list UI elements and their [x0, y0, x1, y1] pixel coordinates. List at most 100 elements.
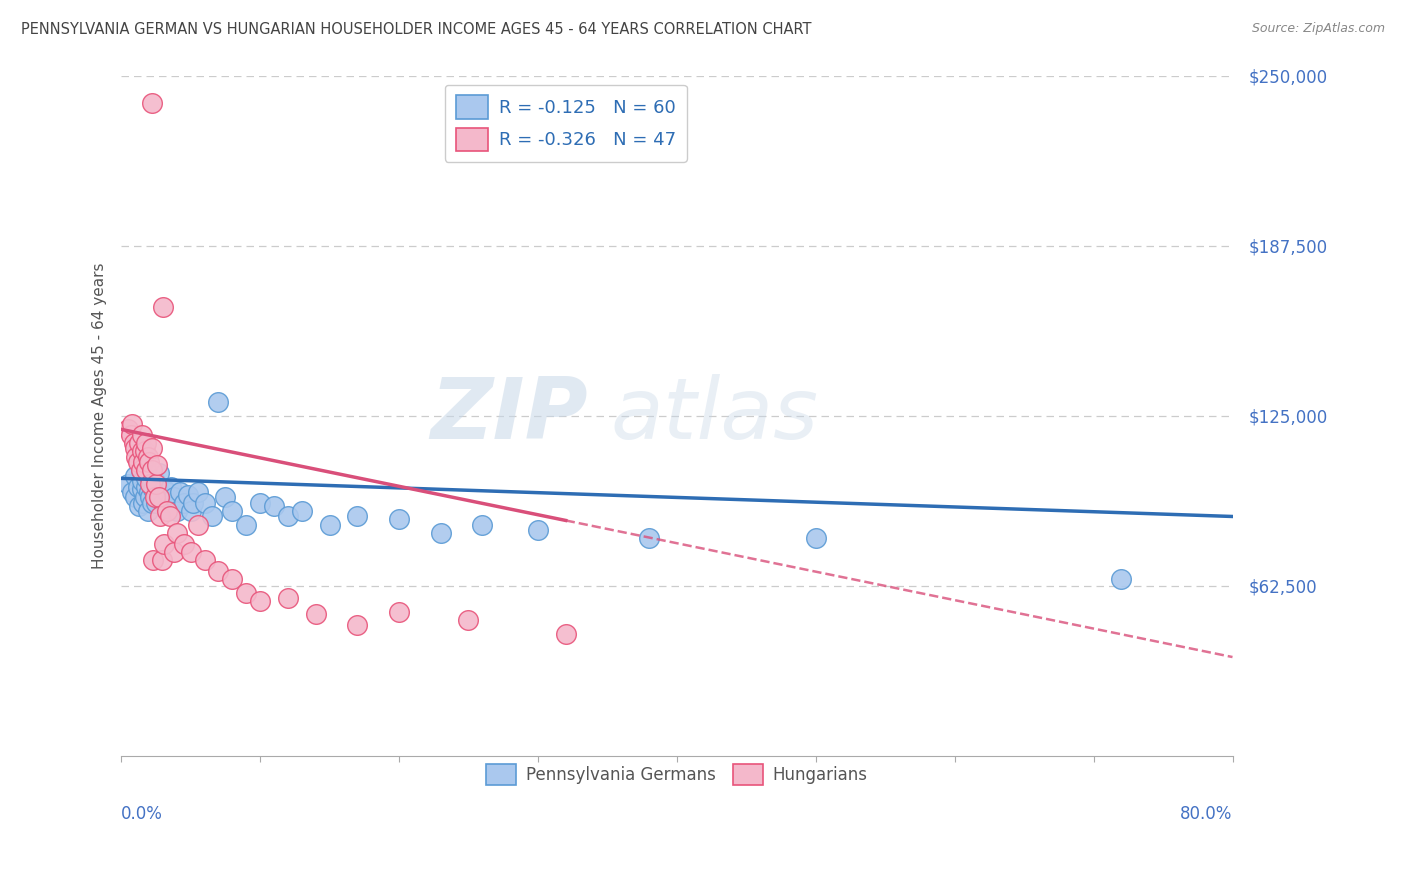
Point — [120, 427, 142, 442]
Point — [141, 463, 163, 477]
Point — [121, 485, 143, 500]
Point — [131, 427, 153, 442]
Point — [1111, 572, 1133, 586]
Point — [291, 504, 314, 518]
Point — [318, 517, 340, 532]
Point — [139, 476, 162, 491]
Point — [135, 479, 157, 493]
Point — [141, 496, 163, 510]
Point — [145, 476, 167, 491]
Point — [129, 463, 152, 477]
Point — [132, 458, 155, 472]
Point — [138, 455, 160, 469]
Point — [142, 553, 165, 567]
Point — [804, 531, 827, 545]
Point — [134, 444, 156, 458]
Text: 80.0%: 80.0% — [1180, 805, 1233, 823]
Point — [143, 474, 166, 488]
Point — [346, 509, 368, 524]
Point — [153, 483, 176, 497]
Text: 0.0%: 0.0% — [121, 805, 163, 823]
Text: atlas: atlas — [610, 375, 818, 458]
Point — [249, 496, 271, 510]
Point — [132, 496, 155, 510]
Point — [305, 607, 328, 622]
Point — [180, 504, 202, 518]
Point — [169, 485, 191, 500]
Point — [132, 455, 155, 469]
Point — [156, 485, 179, 500]
Point — [128, 436, 150, 450]
Point — [138, 485, 160, 500]
Point — [141, 95, 163, 110]
Point — [135, 471, 157, 485]
Point — [173, 537, 195, 551]
Point — [207, 564, 229, 578]
Point — [128, 499, 150, 513]
Point — [152, 300, 174, 314]
Point — [159, 496, 181, 510]
Point — [124, 468, 146, 483]
Legend: Pennsylvania Germans, Hungarians: Pennsylvania Germans, Hungarians — [479, 757, 875, 792]
Point — [153, 537, 176, 551]
Point — [388, 512, 411, 526]
Point — [527, 523, 550, 537]
Point — [388, 605, 411, 619]
Point — [163, 545, 186, 559]
Point — [187, 485, 209, 500]
Point — [136, 450, 159, 464]
Point — [145, 485, 167, 500]
Point — [142, 483, 165, 497]
Point — [122, 436, 145, 450]
Point — [221, 572, 243, 586]
Point — [152, 496, 174, 510]
Point — [149, 509, 172, 524]
Point — [141, 442, 163, 456]
Point — [471, 517, 494, 532]
Point — [166, 525, 188, 540]
Point — [200, 509, 222, 524]
Point — [131, 444, 153, 458]
Text: PENNSYLVANIA GERMAN VS HUNGARIAN HOUSEHOLDER INCOME AGES 45 - 64 YEARS CORRELATI: PENNSYLVANIA GERMAN VS HUNGARIAN HOUSEHO… — [21, 22, 811, 37]
Point — [180, 545, 202, 559]
Point — [129, 463, 152, 477]
Point — [214, 491, 236, 505]
Point — [131, 474, 153, 488]
Point — [638, 531, 661, 545]
Point — [221, 504, 243, 518]
Point — [163, 491, 186, 505]
Point — [183, 496, 205, 510]
Point — [117, 422, 139, 436]
Point — [146, 458, 169, 472]
Point — [159, 509, 181, 524]
Point — [277, 591, 299, 606]
Point — [145, 496, 167, 510]
Point — [249, 594, 271, 608]
Point — [117, 476, 139, 491]
Point — [429, 525, 451, 540]
Point — [207, 395, 229, 409]
Point — [156, 504, 179, 518]
Point — [554, 626, 576, 640]
Point — [131, 483, 153, 497]
Point — [121, 417, 143, 431]
Point — [148, 491, 170, 505]
Point — [141, 476, 163, 491]
Point — [127, 455, 149, 469]
Point — [277, 509, 299, 524]
Point — [235, 517, 257, 532]
Point — [149, 488, 172, 502]
Point — [125, 450, 148, 464]
Point — [139, 491, 162, 505]
Point — [160, 479, 183, 493]
Point — [166, 504, 188, 518]
Point — [135, 436, 157, 450]
Point — [187, 517, 209, 532]
Point — [127, 479, 149, 493]
Point — [155, 501, 177, 516]
Point — [263, 499, 285, 513]
Point — [235, 585, 257, 599]
Point — [146, 476, 169, 491]
Point — [136, 504, 159, 518]
Point — [135, 463, 157, 477]
